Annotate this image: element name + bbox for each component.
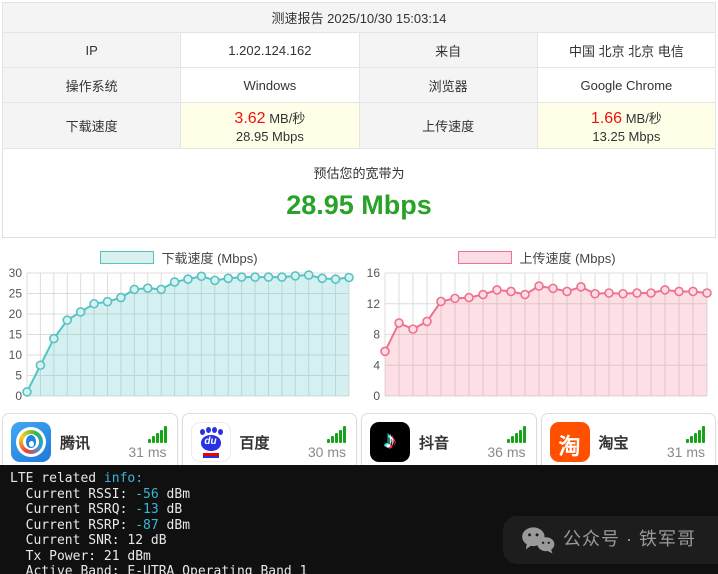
svg-text:20: 20 bbox=[9, 307, 23, 321]
os-value: Windows bbox=[180, 67, 360, 103]
ping-name-taobao: 淘宝 bbox=[598, 434, 629, 452]
terminal-line: Current RSRP: -87 dBm bbox=[10, 517, 191, 533]
download-legend-swatch bbox=[100, 250, 155, 264]
report-title: 测速报告 2025/10/30 15:03:14 bbox=[2, 2, 716, 33]
ping-card-taobao[interactable]: 淘 淘宝 31 ms bbox=[540, 413, 716, 471]
lte-terminal: LTE related info: Current RSSI: -56 dBm … bbox=[0, 465, 718, 574]
watermark-text: 公众号 · 铁军哥 bbox=[563, 529, 696, 550]
svg-text:30: 30 bbox=[9, 267, 23, 280]
svg-text:10: 10 bbox=[9, 348, 23, 362]
taobao-icon: 淘 bbox=[549, 422, 590, 462]
ping-card-tencent[interactable]: 腾讯 31 ms bbox=[2, 413, 178, 471]
ping-latency-tencent: 31 ms bbox=[128, 443, 167, 460]
baidu-icon: du bbox=[190, 422, 231, 462]
bandwidth-estimate-label: 预估您的宽带为 bbox=[313, 166, 405, 181]
upload-chart-legend: 上传速度 (Mbps) bbox=[358, 247, 716, 267]
terminal-line: Current RSRQ: -13 dB bbox=[10, 502, 183, 517]
download-chart-svg[interactable]: 0 5 10 15 20 25 30 bbox=[0, 267, 358, 410]
ping-latency-douyin: 36 ms bbox=[487, 443, 526, 460]
ping-name-baidu: 百度 bbox=[239, 434, 270, 452]
ping-name-tencent: 腾讯 bbox=[60, 434, 91, 452]
svg-text:12: 12 bbox=[367, 297, 381, 311]
download-speed-label: 下载速度 bbox=[1, 102, 182, 149]
svg-text:0: 0 bbox=[15, 389, 22, 403]
ping-card-douyin[interactable]: ♪ 抖音 36 ms bbox=[361, 413, 537, 471]
svg-text:25: 25 bbox=[9, 287, 23, 301]
signal-bars-icon bbox=[147, 425, 167, 443]
douyin-icon: ♪ bbox=[370, 422, 410, 462]
report-table: 测速报告 2025/10/30 15:03:14 IP 1.202.124.16… bbox=[1, 2, 717, 149]
upload-mb-value: 1.66 bbox=[590, 109, 623, 127]
svg-text:8: 8 bbox=[373, 328, 380, 342]
upload-mb-unit: MB/秒 bbox=[625, 110, 662, 126]
svg-text:4: 4 bbox=[373, 358, 380, 372]
watermark-badge: 公众号 · 铁军哥 bbox=[503, 516, 718, 564]
upload-speed-cell: 1.66 MB/秒 13.25 Mbps bbox=[536, 102, 717, 149]
upload-legend-label: 上传速度 (Mbps) bbox=[519, 250, 616, 266]
download-legend-label: 下载速度 (Mbps) bbox=[161, 250, 258, 266]
svg-text:5: 5 bbox=[15, 369, 22, 383]
terminal-line: Tx Power: 21 dBm bbox=[10, 548, 151, 564]
download-mb-unit: MB/秒 bbox=[269, 110, 306, 126]
download-chart: 下载速度 (Mbps) 0 5 10 15 20 25 30 bbox=[0, 247, 358, 410]
os-label: 操作系统 bbox=[1, 67, 182, 103]
ip-label: IP bbox=[1, 32, 182, 68]
upload-mbps-value: 13.25 Mbps bbox=[592, 128, 661, 144]
ping-card-baidu[interactable]: du 百度 30 ms bbox=[181, 413, 357, 471]
signal-bars-icon bbox=[686, 425, 705, 443]
upload-legend-swatch bbox=[458, 250, 513, 264]
download-mbps-value: 28.95 Mbps bbox=[235, 128, 304, 144]
download-mb-value: 3.62 bbox=[234, 109, 266, 127]
upload-speed-label: 上传速度 bbox=[358, 102, 538, 149]
browser-value: Google Chrome bbox=[536, 67, 717, 103]
download-speed-cell: 3.62 MB/秒 28.95 Mbps bbox=[180, 102, 360, 149]
report-table-section: 测速报告 2025/10/30 15:03:14 IP 1.202.124.16… bbox=[1, 2, 717, 149]
browser-label: 浏览器 bbox=[358, 67, 538, 103]
terminal-line: LTE related info: bbox=[10, 471, 144, 486]
terminal-line: Active Band: E-UTRA Operating Band 1 bbox=[10, 564, 308, 574]
ping-cards-row: 腾讯 31 ms du 百度 30 ms bbox=[2, 413, 716, 471]
ping-latency-taobao: 31 ms bbox=[666, 443, 705, 460]
tencent-icon bbox=[11, 422, 51, 462]
signal-bars-icon bbox=[506, 425, 526, 443]
signal-bars-icon bbox=[327, 425, 346, 443]
svg-text:0: 0 bbox=[373, 389, 380, 403]
ping-latency-baidu: 30 ms bbox=[307, 443, 346, 460]
from-value: 中国 北京 北京 电信 bbox=[536, 32, 717, 68]
ping-name-douyin: 抖音 bbox=[419, 434, 450, 452]
upload-chart: 上传速度 (Mbps) 0 4 8 12 16 bbox=[358, 247, 716, 410]
wechat-icon bbox=[522, 527, 555, 554]
charts-row: 下载速度 (Mbps) 0 5 10 15 20 25 30 上传速度 (Mbps) 0 4 8… bbox=[0, 247, 718, 410]
bandwidth-estimate-value: 28.95 Mbps bbox=[286, 190, 432, 220]
download-chart-legend: 下载速度 (Mbps) bbox=[0, 247, 358, 267]
terminal-line: Current SNR: 12 dB bbox=[10, 533, 167, 548]
bandwidth-estimate-box: 预估您的宽带为 28.95 Mbps bbox=[2, 149, 716, 238]
ip-value: 1.202.124.162 bbox=[180, 32, 360, 68]
terminal-line: Current RSSI: -56 dBm bbox=[10, 486, 191, 502]
from-label: 来自 bbox=[358, 32, 538, 68]
upload-chart-svg[interactable]: 0 4 8 12 16 bbox=[358, 267, 716, 410]
svg-text:15: 15 bbox=[9, 328, 23, 342]
svg-text:16: 16 bbox=[367, 267, 381, 280]
